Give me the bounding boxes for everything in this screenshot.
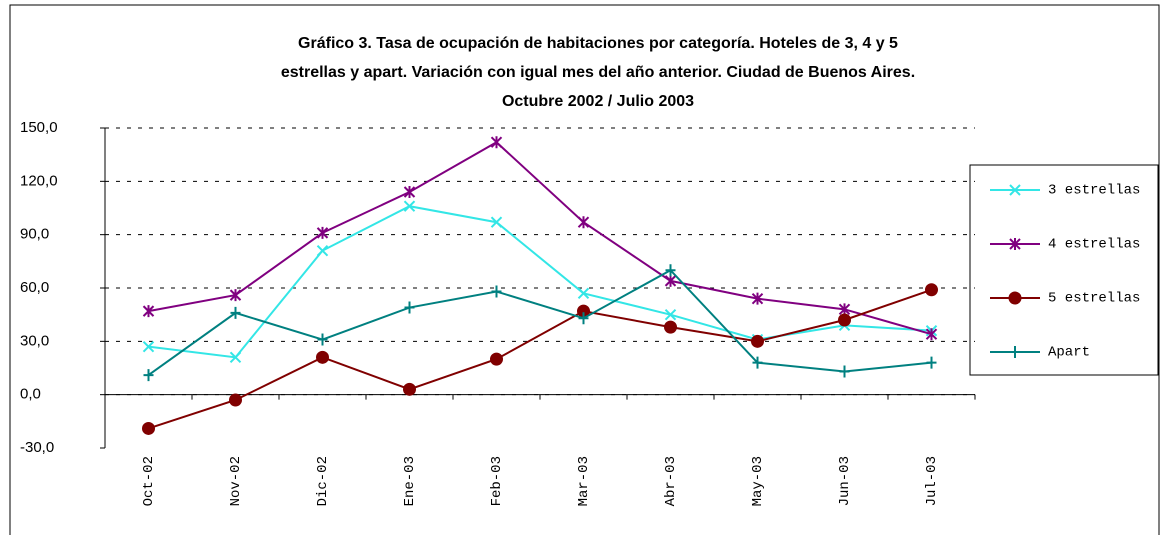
point — [316, 226, 329, 239]
x-tick-label: Oct-02 — [141, 456, 157, 506]
point — [229, 289, 242, 302]
point — [664, 320, 677, 334]
y-tick-label: 90,0 — [20, 226, 49, 243]
x-tick-label: Abr-03 — [663, 456, 679, 506]
point — [317, 333, 328, 346]
series-line — [148, 205, 932, 359]
point — [142, 421, 155, 435]
legend-label: 4 estrellas — [1048, 237, 1140, 253]
point — [838, 313, 851, 327]
point — [490, 216, 503, 228]
point — [925, 283, 938, 297]
point — [752, 356, 763, 369]
point — [143, 369, 154, 382]
point — [142, 340, 155, 353]
point — [491, 285, 502, 298]
point — [316, 244, 329, 257]
point — [751, 292, 764, 305]
point — [1008, 291, 1022, 305]
x-tick-label: Nov-02 — [228, 456, 244, 506]
y-tick-label: 60,0 — [20, 279, 49, 296]
point — [925, 328, 938, 341]
series-line — [148, 140, 932, 336]
point — [577, 287, 590, 300]
point — [490, 352, 503, 366]
chart-title: Gráfico 3. Tasa de ocupación de habitaci… — [298, 35, 898, 52]
point — [316, 350, 329, 364]
point — [665, 264, 676, 277]
series-line — [148, 288, 932, 430]
point — [229, 393, 242, 407]
x-tick-label: Jul-03 — [924, 456, 940, 506]
x-tick-label: Dic-02 — [315, 456, 331, 506]
point — [926, 356, 937, 369]
point — [403, 382, 416, 396]
y-tick-label: -30,0 — [20, 439, 54, 456]
point — [664, 274, 677, 287]
chart-title: Octubre 2002 / Julio 2003 — [502, 93, 694, 110]
point — [229, 351, 242, 364]
point — [230, 306, 241, 319]
y-tick-label: 0,0 — [20, 386, 41, 403]
y-tick-label: 120,0 — [20, 172, 58, 189]
point — [1009, 238, 1021, 250]
x-tick-label: Jun-03 — [837, 456, 853, 506]
point — [838, 303, 851, 316]
series-line — [147, 268, 932, 376]
x-tick-label: Ene-03 — [402, 456, 418, 506]
x-tick-label: Mar-03 — [576, 456, 592, 506]
point — [404, 301, 415, 314]
y-tick-label: 30,0 — [20, 332, 49, 349]
chart-border — [9, 4, 1160, 535]
point — [664, 308, 677, 321]
x-tick-label: Feb-03 — [489, 456, 505, 506]
point — [403, 200, 416, 212]
legend-label: 3 estrellas — [1048, 183, 1140, 199]
y-tick-label: 150,0 — [20, 119, 58, 136]
point — [577, 216, 590, 229]
point — [578, 312, 589, 325]
point — [751, 334, 764, 348]
point — [403, 186, 416, 198]
chart-title: estrellas y apart. Variación con igual m… — [281, 64, 915, 81]
legend-label: Apart — [1048, 345, 1090, 361]
point — [490, 136, 503, 149]
point — [142, 305, 155, 318]
legend-label: 5 estrellas — [1048, 291, 1140, 307]
point — [1009, 184, 1021, 196]
legend-box — [969, 164, 1159, 376]
x-tick-label: May-03 — [750, 456, 766, 506]
point — [1010, 346, 1020, 358]
point — [839, 365, 850, 378]
